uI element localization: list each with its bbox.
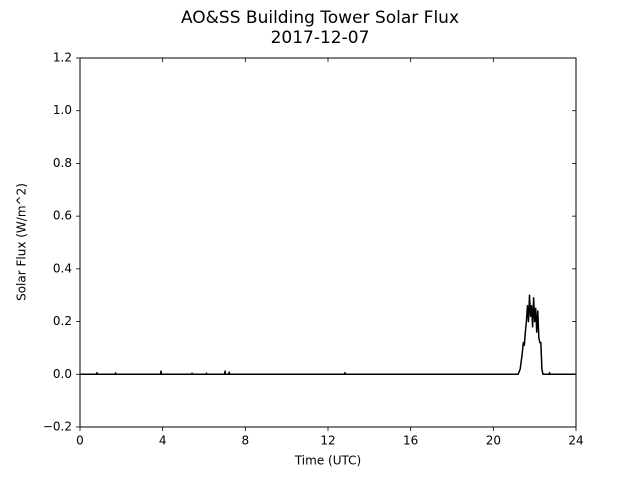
x-tick-label: 4 bbox=[159, 434, 167, 448]
x-tick-label: 20 bbox=[486, 434, 501, 448]
y-tick-label: 0.0 bbox=[53, 367, 72, 381]
y-tick-label: −0.2 bbox=[43, 420, 72, 434]
y-axis-label: Solar Flux (W/m^2) bbox=[15, 183, 29, 301]
x-axis-label: Time (UTC) bbox=[294, 454, 361, 468]
x-tick-label: 16 bbox=[403, 434, 418, 448]
data-line bbox=[80, 294, 576, 376]
y-tick-label: 0.2 bbox=[53, 314, 72, 328]
y-tick-label: 1.2 bbox=[53, 51, 72, 65]
chart-subtitle: 2017-12-07 bbox=[271, 28, 370, 48]
x-tick-label: 0 bbox=[76, 434, 84, 448]
chart-title: AO&SS Building Tower Solar Flux bbox=[181, 8, 459, 28]
x-tick-label: 12 bbox=[320, 434, 335, 448]
y-tick-label: 0.4 bbox=[53, 261, 72, 275]
x-tick-label: 24 bbox=[568, 434, 583, 448]
y-tick-label: 0.6 bbox=[53, 209, 72, 223]
x-tick-label: 8 bbox=[242, 434, 250, 448]
plot-frame bbox=[79, 57, 577, 428]
y-tick-label: 1.0 bbox=[53, 103, 72, 117]
y-tick-label: 0.8 bbox=[53, 156, 72, 170]
